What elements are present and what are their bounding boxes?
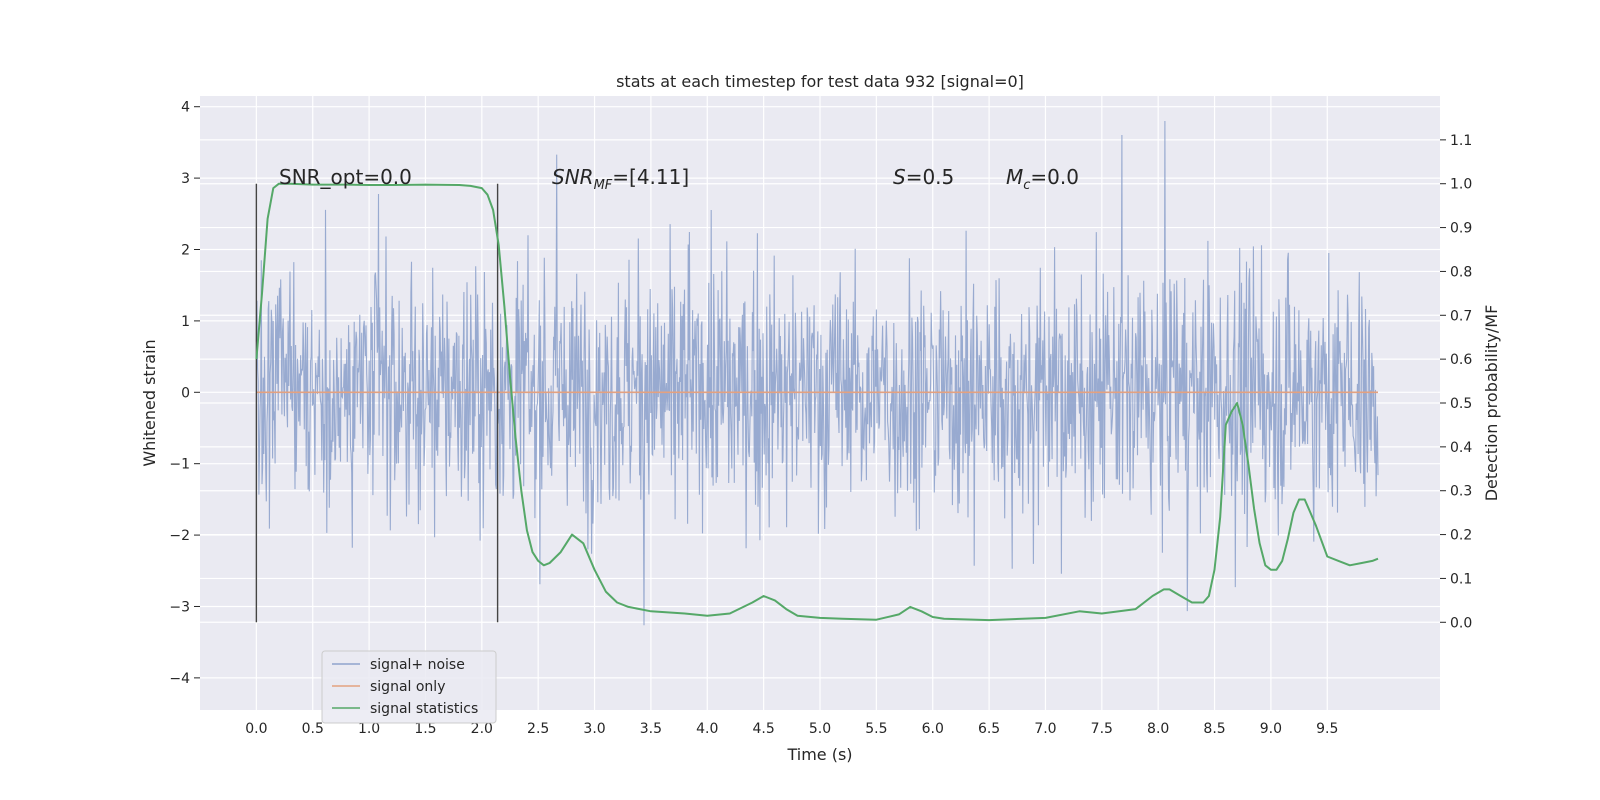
mc-base: M: [1006, 165, 1023, 189]
marker-lines: [255, 183, 499, 623]
y2-tick-label: 0.7: [1450, 308, 1472, 324]
legend-label-signal-only: signal only: [370, 679, 445, 695]
legend-box: [321, 650, 497, 724]
y2-tick-label: 0.8: [1450, 264, 1472, 280]
y-tick-label: −1: [169, 457, 190, 473]
x-tick-label: 3.5: [640, 721, 662, 737]
right-axis-ticks: 1.1 1.0 0.9 0.8 0.7 0.6 0.5 0.4 0.3 0.2 0.1 0.0: [1440, 133, 1472, 631]
y2-tick-label: 0.6: [1450, 352, 1472, 368]
x-tick-label: 6.0: [922, 721, 944, 737]
y2-tick-label: 0.4: [1450, 440, 1472, 456]
y2-tick-label: 0.1: [1450, 571, 1472, 587]
y-tick-label: 0: [181, 385, 190, 401]
snr-mf-sub: MF: [594, 178, 613, 193]
statistics-path: [255, 182, 1379, 622]
x-tick-label: 7.0: [1034, 721, 1056, 737]
s-symbol: S: [893, 165, 906, 189]
x-tick-label: 4.0: [696, 721, 718, 737]
x-tick-label: 5.0: [809, 721, 831, 737]
y2-tick-label: 0.9: [1450, 221, 1472, 237]
x-tick-label: 0.5: [302, 721, 324, 737]
y2-axis-label: Detection probability/MF: [1482, 305, 1501, 502]
x-tick-label: 1.0: [358, 721, 380, 737]
legend-label-noise: signal+ noise: [370, 657, 465, 673]
mc-sub: c: [1023, 178, 1030, 193]
y-tick-label: 4: [181, 100, 190, 116]
x-axis-ticks: 0.0 0.5 1.0 1.5 2.0 2.5 3.0 3.5 4.0 4.5 5.0 5.5 6.0 6…: [245, 721, 1338, 737]
y-tick-label: 2: [181, 243, 190, 259]
y-tick-label: 1: [181, 314, 190, 330]
y-tick-label: −4: [169, 671, 190, 687]
x-tick-label: 5.5: [865, 721, 887, 737]
x-tick-label: 7.5: [1091, 721, 1113, 737]
y2-tick-label: 0.3: [1450, 484, 1472, 500]
x-tick-label: 8.0: [1147, 721, 1169, 737]
x-tick-label: 9.0: [1260, 721, 1282, 737]
x-tick-label: 2.0: [471, 721, 493, 737]
noise-trace: [255, 120, 1379, 626]
left-axis-ticks: 4 3 2 1 0 −1 −2 −3 −4: [169, 100, 200, 687]
y2-tick-label: 0.2: [1450, 528, 1472, 544]
y2-tick-label: 1.1: [1450, 133, 1472, 149]
y2-tick-label: 0.5: [1450, 396, 1472, 412]
mc-value: =0.0: [1030, 165, 1079, 189]
snr-mf-value: =[4.11]: [612, 165, 689, 189]
y-tick-label: −2: [169, 528, 190, 544]
x-tick-label: 0.0: [245, 721, 267, 737]
signal-statistics-line: [255, 182, 1379, 622]
x-tick-label: 1.5: [414, 721, 436, 737]
y-axis-label: Whitened strain: [140, 339, 159, 466]
legend: signal+ noise signal only signal statist…: [321, 650, 497, 724]
y2-tick-label: 1.0: [1450, 177, 1472, 193]
x-tick-label: 6.5: [978, 721, 1000, 737]
snr-mf-annotation: SNRMF=[4.11]: [552, 165, 689, 193]
x-tick-label: 8.5: [1203, 721, 1225, 737]
y2-tick-label: 0.0: [1450, 615, 1472, 631]
x-tick-label: 3.0: [583, 721, 605, 737]
snr-opt-annotation: SNR_opt=0.0: [279, 165, 412, 189]
y-tick-label: 3: [181, 171, 190, 187]
s-value: =0.5: [906, 165, 955, 189]
x-tick-label: 4.5: [753, 721, 775, 737]
snr-mf-base: SNR: [552, 165, 594, 189]
mc-annotation: Mc=0.0: [1006, 165, 1079, 193]
y-tick-label: −3: [169, 599, 190, 615]
x-tick-label: 9.5: [1316, 721, 1338, 737]
legend-label-statistics: signal statistics: [370, 701, 478, 717]
x-axis-label: Time (s): [786, 745, 852, 764]
s-annotation: S=0.5: [893, 165, 954, 189]
noise-path: [255, 120, 1379, 626]
x-tick-label: 2.5: [527, 721, 549, 737]
chart-title: stats at each timestep for test data 932…: [616, 72, 1024, 91]
